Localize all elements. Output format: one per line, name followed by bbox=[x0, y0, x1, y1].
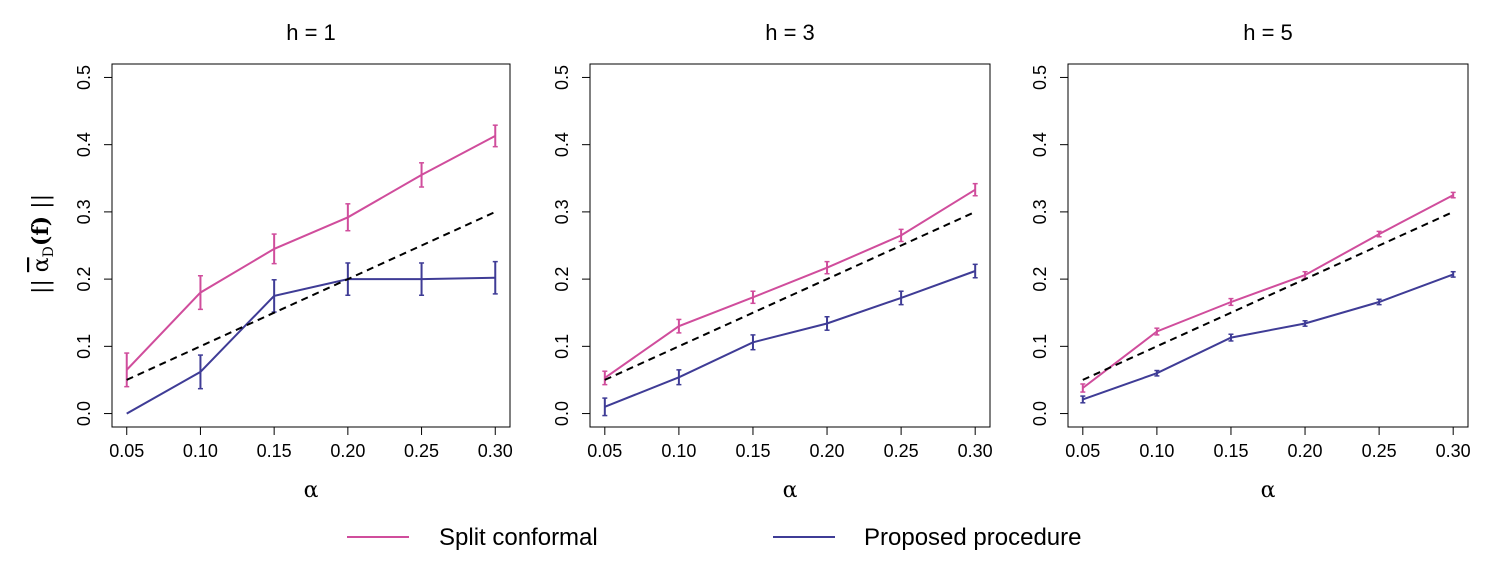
series-line-split-conformal bbox=[125, 135, 496, 371]
x-axis-label: α bbox=[304, 478, 319, 503]
plot-frame bbox=[589, 63, 991, 428]
x-axis-label: α bbox=[1261, 478, 1276, 503]
y-axis-label-suffix: || bbox=[29, 194, 54, 216]
plot-frame bbox=[1067, 63, 1469, 428]
x-tick-label: 0.25 bbox=[884, 441, 919, 461]
chart-panel-1: h = 1 0.05 0.10 0.15 0.20 0.25 0.30 0.0 0.1 0.2 0.… bbox=[74, 20, 513, 503]
y-axis-label: || αD(f) || bbox=[28, 194, 57, 294]
series-line-proposed-procedure bbox=[126, 276, 496, 415]
panel-title: h = 3 bbox=[765, 20, 815, 45]
panels: h = 1 0.05 0.10 0.15 0.20 0.25 0.30 0.0 0.1 0.2 0.… bbox=[74, 20, 1471, 503]
x-tick-label: 0.30 bbox=[958, 441, 993, 461]
x-axis-label: α bbox=[783, 478, 798, 503]
x-tick-label: 0.10 bbox=[183, 441, 218, 461]
legend: Split conformal Proposed procedure bbox=[347, 524, 1081, 551]
y-tick-label: 0.1 bbox=[74, 334, 94, 359]
series-line-reference bbox=[604, 210, 976, 381]
y-tick-label: 0.2 bbox=[74, 267, 94, 292]
x-tick-label: 0.30 bbox=[478, 441, 513, 461]
x-tick-label: 0.30 bbox=[1436, 441, 1471, 461]
series-line-split-conformal bbox=[604, 188, 976, 379]
y-tick-label: 0.0 bbox=[74, 401, 94, 426]
series-line-reference bbox=[1082, 210, 1454, 381]
y-axis-label-sub: D bbox=[41, 246, 57, 257]
y-axis-label-alpha: α bbox=[29, 257, 54, 272]
y-tick-label: 0.5 bbox=[74, 65, 94, 90]
x-tick-label: 0.20 bbox=[330, 441, 365, 461]
y-tick-label: 0.2 bbox=[1030, 267, 1050, 292]
y-tick-label: 0.4 bbox=[552, 132, 572, 157]
x-tick-label: 0.15 bbox=[1213, 441, 1248, 461]
series-line-reference bbox=[126, 210, 496, 381]
legend-label-split: Split conformal bbox=[439, 524, 598, 551]
x-tick-label: 0.20 bbox=[810, 441, 845, 461]
y-tick-label: 0.0 bbox=[552, 401, 572, 426]
y-tick-label: 0.5 bbox=[552, 65, 572, 90]
x-tick-label: 0.05 bbox=[109, 441, 144, 461]
y-tick-label: 0.4 bbox=[1030, 132, 1050, 157]
series-line-proposed-procedure bbox=[1082, 273, 1454, 401]
x-tick-label: 0.05 bbox=[1065, 441, 1100, 461]
series-line-proposed-procedure bbox=[604, 270, 976, 408]
x-tick-label: 0.15 bbox=[257, 441, 292, 461]
y-tick-label: 0.0 bbox=[1030, 401, 1050, 426]
x-tick-label: 0.25 bbox=[404, 441, 439, 461]
y-tick-label: 0.3 bbox=[74, 199, 94, 224]
series-line-split-conformal bbox=[1082, 194, 1454, 389]
y-tick-label: 0.5 bbox=[1030, 65, 1050, 90]
x-tick-label: 0.20 bbox=[1288, 441, 1323, 461]
chart-panel-3: h = 5 0.05 0.10 0.15 0.20 0.25 0.30 0.0 0.1 0.2 0.… bbox=[1030, 20, 1471, 503]
x-tick-label: 0.05 bbox=[587, 441, 622, 461]
chart-panel-2: h = 3 0.05 0.10 0.15 0.20 0.25 0.30 0.0 0.1 0.2 0.… bbox=[552, 20, 993, 503]
y-tick-label: 0.1 bbox=[552, 334, 572, 359]
y-tick-label: 0.2 bbox=[552, 267, 572, 292]
x-tick-label: 0.25 bbox=[1362, 441, 1397, 461]
y-axis-label-fpart: (f) bbox=[28, 216, 54, 246]
panel-title: h = 1 bbox=[286, 20, 336, 45]
y-tick-label: 0.3 bbox=[1030, 199, 1050, 224]
y-tick-label: 0.4 bbox=[74, 132, 94, 157]
panel-title: h = 5 bbox=[1243, 20, 1293, 45]
y-tick-label: 0.3 bbox=[552, 199, 572, 224]
legend-label-proposed: Proposed procedure bbox=[864, 524, 1081, 551]
x-tick-label: 0.10 bbox=[661, 441, 696, 461]
x-tick-label: 0.15 bbox=[735, 441, 770, 461]
y-tick-label: 0.1 bbox=[1030, 334, 1050, 359]
x-tick-label: 0.10 bbox=[1139, 441, 1174, 461]
y-axis-label-prefix: || bbox=[29, 272, 54, 294]
plot-frame bbox=[111, 63, 511, 428]
